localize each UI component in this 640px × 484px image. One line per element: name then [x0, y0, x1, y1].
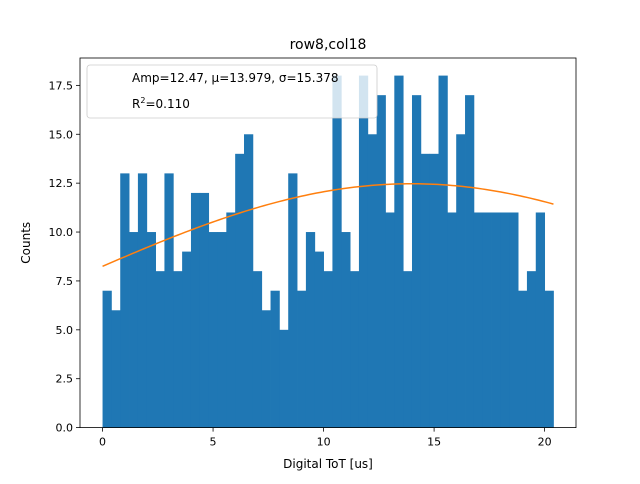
- histogram-bar: [350, 271, 360, 428]
- histogram-bar: [526, 271, 537, 428]
- histogram-bar: [482, 212, 492, 428]
- histogram-bar: [367, 134, 378, 428]
- histogram-bar: [500, 212, 510, 428]
- histogram-bar: [173, 271, 183, 428]
- chart-title: row8,col18: [290, 37, 367, 53]
- histogram-bar: [190, 192, 201, 428]
- histogram-bar: [305, 232, 316, 428]
- histogram-bar: [270, 290, 280, 428]
- y-tick-label: 2.5: [56, 373, 74, 386]
- y-tick-label: 17.5: [49, 79, 74, 92]
- histogram-bar: [465, 95, 475, 428]
- histogram-bar: [332, 75, 342, 428]
- y-tick-label: 7.5: [56, 275, 74, 288]
- histogram-bar: [518, 290, 528, 428]
- x-tick-label: 15: [427, 436, 441, 449]
- histogram-bar: [509, 212, 519, 428]
- histogram-bar: [394, 75, 404, 428]
- legend-r-squared-superscript: 2: [140, 96, 145, 105]
- histogram-bar: [182, 251, 192, 428]
- histogram-bar: [341, 232, 351, 428]
- histogram-bar: [120, 173, 130, 428]
- histogram-bars: [102, 75, 554, 428]
- legend: Amp=12.47, μ=13.979, σ=15.378 R2=0.110: [86, 64, 378, 119]
- y-tick-label: 15.0: [49, 128, 74, 141]
- histogram-bar: [235, 153, 245, 428]
- histogram-bar: [146, 232, 156, 428]
- y-tick-label: 0.0: [56, 422, 74, 435]
- histogram-bar: [420, 153, 431, 428]
- histogram-bar: [491, 212, 501, 428]
- histogram-bar: [288, 173, 298, 428]
- histogram-bar: [456, 134, 466, 428]
- histogram-bar: [544, 290, 554, 428]
- histogram-bar: [102, 290, 112, 428]
- histogram-bar: [129, 232, 139, 428]
- y-axis-ticks: 0.0 2.5 5.0 7.5 10.0 12.5 15.0 17.5: [49, 79, 80, 435]
- histogram-bar: [473, 212, 484, 428]
- histogram-bar: [244, 134, 254, 428]
- y-axis-label: Counts: [19, 222, 33, 264]
- histogram-bar: [403, 271, 413, 428]
- histogram-bar: [261, 310, 271, 428]
- x-tick-label: 20: [538, 436, 552, 449]
- legend-r-squared: R2=0.110: [132, 96, 190, 111]
- x-axis-label: Digital ToT [us]: [283, 457, 373, 471]
- legend-box: [86, 64, 378, 119]
- histogram-bar: [208, 232, 218, 428]
- histogram-bar: [535, 212, 546, 428]
- histogram-bar: [429, 153, 439, 428]
- fit-curve: [102, 182, 554, 267]
- histogram-bar: [314, 251, 324, 428]
- histogram-bar: [376, 95, 386, 428]
- histogram-bar: [137, 173, 148, 428]
- histogram-bar: [164, 173, 174, 428]
- histogram-bar: [358, 75, 369, 428]
- histogram-bar: [111, 310, 121, 428]
- axes-frame: [79, 57, 577, 429]
- histogram-bar: [226, 212, 236, 428]
- histogram-bar: [438, 75, 448, 428]
- x-axis-ticks: 0 5 10 15 20: [99, 427, 552, 449]
- histogram-bar: [252, 271, 263, 428]
- x-tick-label: 10: [317, 436, 331, 449]
- histogram-bar: [217, 232, 227, 428]
- legend-fit-parameters: Amp=12.47, μ=13.979, σ=15.378: [132, 71, 339, 85]
- legend-r-squared-value: =0.110: [145, 97, 189, 111]
- histogram-bar: [279, 329, 289, 428]
- x-tick-label: 5: [210, 436, 217, 449]
- y-tick-label: 12.5: [49, 177, 74, 190]
- y-tick-label: 5.0: [56, 324, 74, 337]
- histogram-bar: [411, 95, 422, 428]
- histogram-bar: [297, 290, 307, 428]
- x-tick-label: 0: [99, 436, 106, 449]
- histogram-bar: [447, 212, 457, 428]
- histogram-bar: [323, 271, 333, 428]
- y-tick-label: 10.0: [49, 226, 74, 239]
- histogram-bar: [155, 271, 165, 428]
- legend-r-squared-prefix: R: [132, 97, 140, 111]
- histogram-bar: [385, 212, 395, 428]
- histogram-bar: [199, 192, 210, 428]
